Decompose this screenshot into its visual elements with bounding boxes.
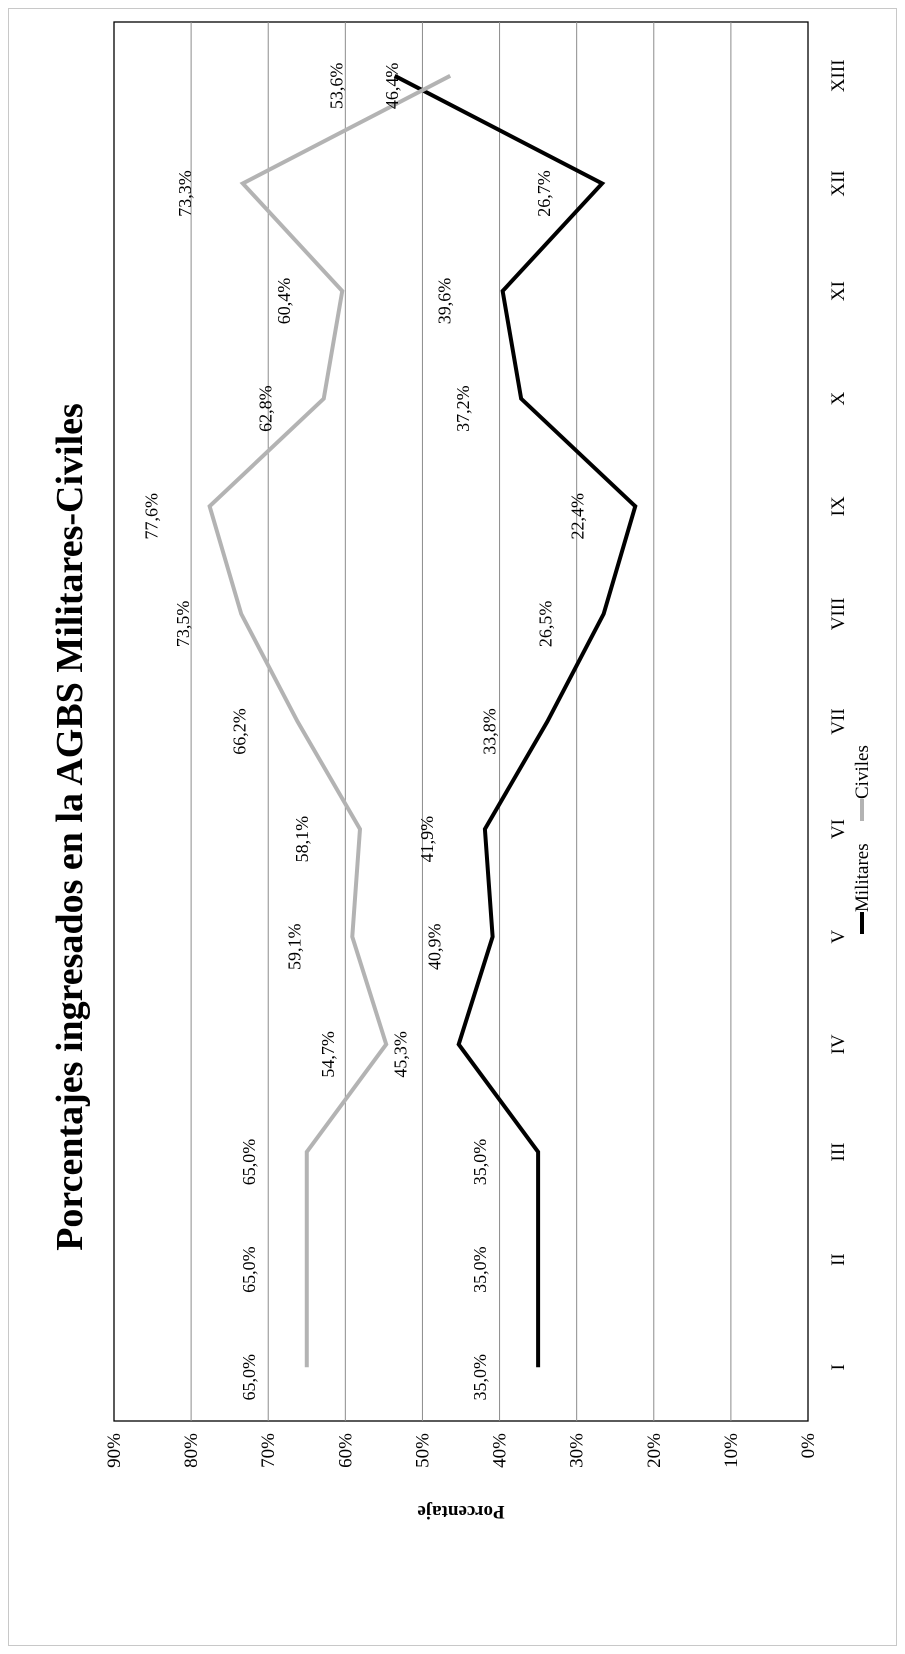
data-label-civiles: 60,4% [274, 278, 294, 325]
y-tick-label: 40% [490, 1433, 511, 1468]
data-label-militares: 26,5% [536, 601, 556, 648]
x-tick-label: V [828, 930, 849, 944]
data-label-militares: 35,0% [470, 1246, 490, 1293]
data-label-militares: 41,9% [417, 816, 437, 863]
data-label-civiles: 73,3% [175, 170, 195, 217]
data-label-civiles: 65,0% [239, 1139, 259, 1186]
data-label-militares: 40,9% [425, 923, 445, 970]
data-label-civiles: 66,2% [230, 708, 250, 755]
data-label-militares: 37,2% [453, 385, 473, 432]
data-label-civiles: 58,1% [292, 816, 312, 863]
gridlines [190, 22, 732, 1421]
y-tick-label: 0% [798, 1433, 819, 1459]
y-tick-label: 90% [104, 1433, 125, 1468]
series-line-civiles [207, 74, 452, 1368]
data-label-militares: 33,8% [479, 708, 499, 755]
data-label-civiles: 73,5% [173, 601, 193, 648]
y-tick-label: 70% [258, 1433, 279, 1468]
series-lines [207, 74, 638, 1368]
series-line-militares [393, 74, 638, 1368]
chart-frame [8, 8, 897, 1646]
data-label-civiles: 65,0% [239, 1246, 259, 1293]
data-labels: 35,0% 35,0% 35,0% 45,3% 40,9% 41,9% 33,8% 26,5%… [142, 63, 588, 1401]
x-tick-label: XIII [828, 59, 849, 92]
data-label-civiles: 46,4% [382, 63, 402, 110]
plot-area [113, 21, 809, 1422]
data-label-militares: 26,7% [534, 170, 554, 217]
y-tick-label: 60% [335, 1433, 356, 1468]
y-axis-label: Porcentaje [417, 1501, 504, 1522]
y-tick-label: 20% [644, 1433, 665, 1468]
x-tick-label: IX [828, 496, 849, 516]
x-tick-label: I [828, 1364, 849, 1370]
x-tick-label: XI [828, 281, 849, 301]
data-label-civiles: 59,1% [284, 923, 304, 970]
legend: Militares Civiles [852, 745, 873, 934]
data-label-militares: 53,6% [327, 63, 347, 110]
y-tick-label: 30% [567, 1433, 588, 1468]
data-label-militares: 35,0% [470, 1139, 490, 1186]
x-tick-label: X [828, 392, 849, 406]
data-label-civiles: 77,6% [142, 493, 162, 540]
data-label-militares: 35,0% [470, 1354, 490, 1401]
data-label-civiles: 62,8% [256, 385, 276, 432]
x-tick-label: VII [828, 708, 849, 734]
x-tick-label: II [828, 1253, 849, 1266]
x-tick-label: IV [828, 1034, 849, 1054]
legend-label-civiles: Civiles [852, 745, 873, 799]
y-tick-label: 80% [181, 1433, 202, 1468]
chart-title: Porcentajes ingresados en la AGBS Milita… [49, 403, 91, 1251]
y-axis-ticks: 0% 10% 20% 30% 40% 50% 60% 70% 80% 90% [104, 1433, 819, 1468]
legend-label-militares: Militares [852, 843, 873, 912]
x-tick-label: VIII [828, 598, 849, 631]
data-label-militares: 39,6% [435, 278, 455, 325]
data-label-civiles: 65,0% [239, 1354, 259, 1401]
x-tick-label: VI [828, 819, 849, 839]
y-tick-label: 50% [412, 1433, 433, 1468]
data-label-militares: 45,3% [391, 1031, 411, 1078]
x-tick-label: XII [828, 170, 849, 196]
y-tick-label: 10% [721, 1433, 742, 1468]
data-label-militares: 22,4% [567, 493, 587, 540]
data-label-civiles: 54,7% [318, 1031, 338, 1078]
x-tick-label: III [828, 1142, 849, 1161]
